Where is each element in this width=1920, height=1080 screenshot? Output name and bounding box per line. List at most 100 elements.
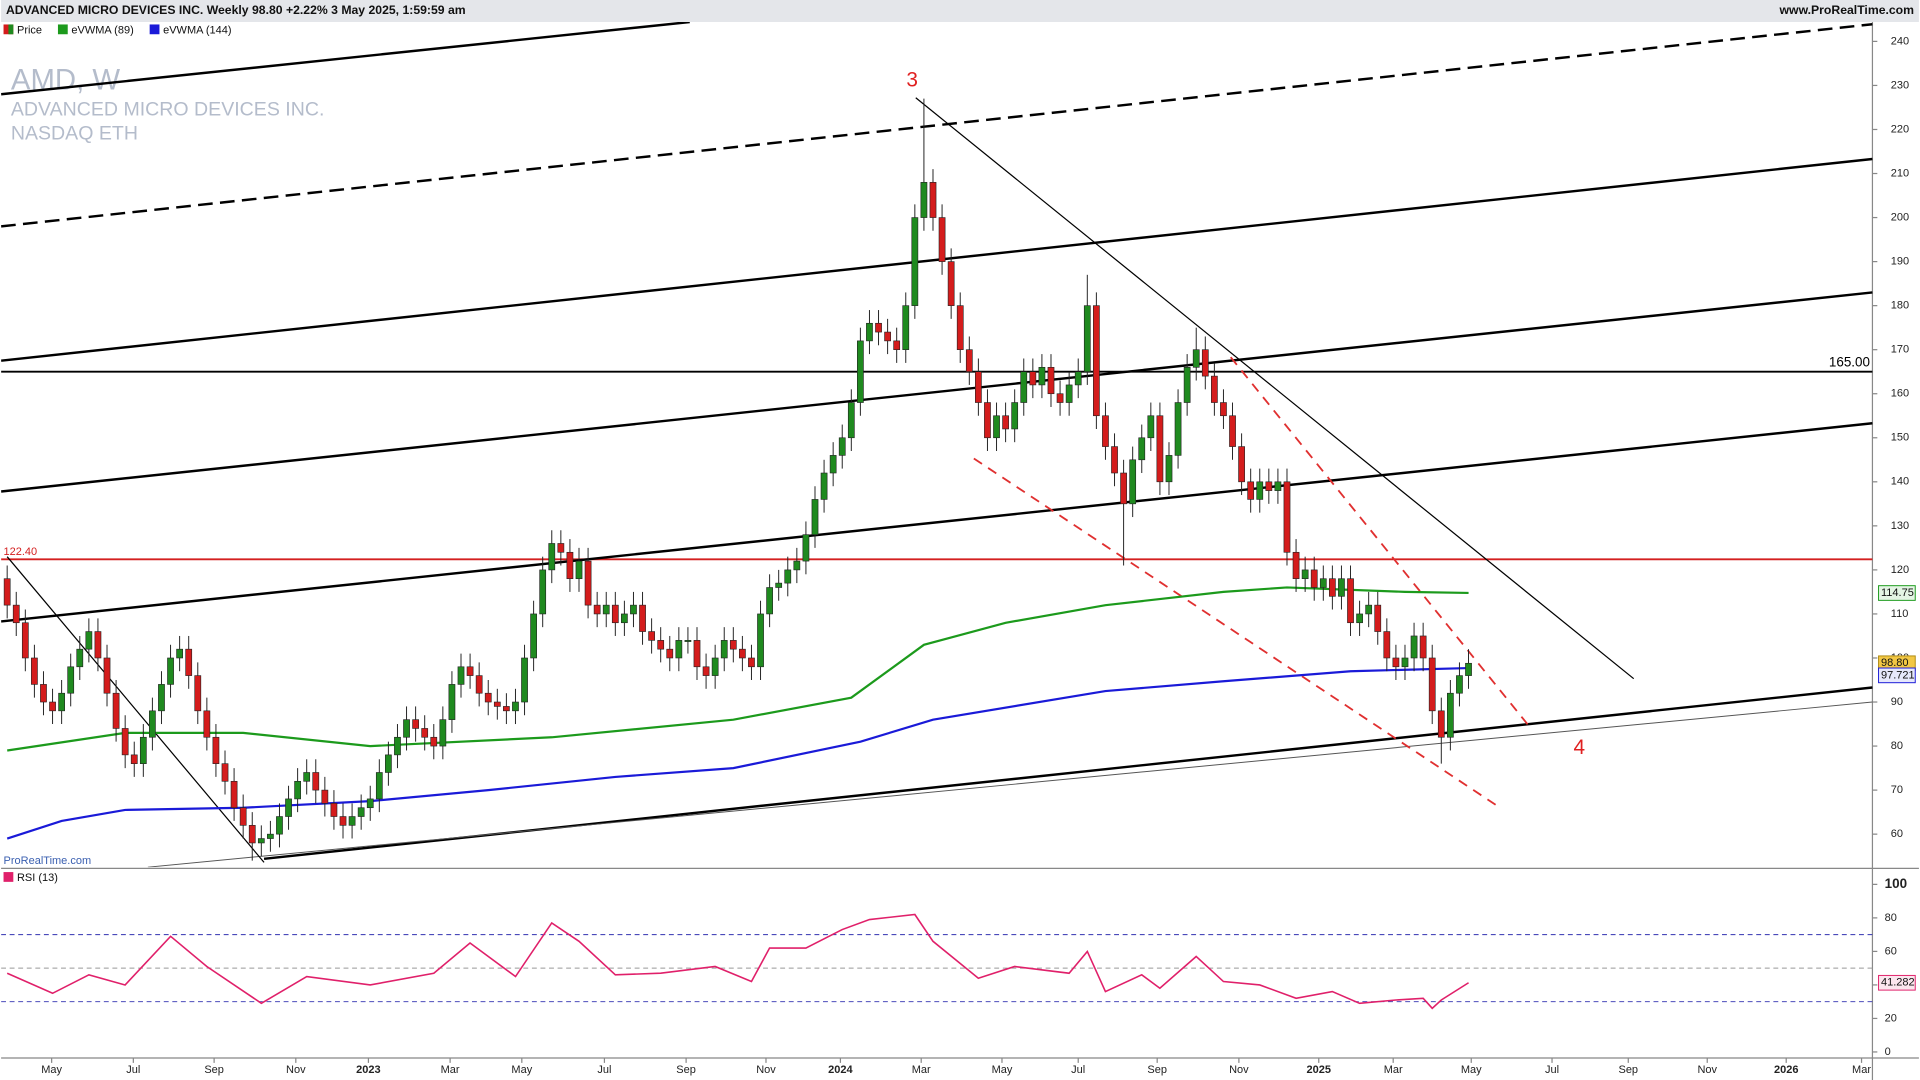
candle-body bbox=[521, 657, 528, 703]
candle-body bbox=[12, 604, 20, 624]
candle-body bbox=[139, 736, 147, 764]
value-box-label: 97.721 bbox=[1881, 669, 1915, 681]
y-tick-label: 130 bbox=[1891, 520, 1909, 532]
value-box-label: 41.282 bbox=[1881, 977, 1915, 989]
x-tick-label: Nov bbox=[1697, 1064, 1717, 1076]
candle-body bbox=[1329, 578, 1336, 597]
y-tick-label: 240 bbox=[1891, 35, 1909, 47]
y-tick-label: 60 bbox=[1885, 945, 1897, 957]
candle-body bbox=[1129, 459, 1137, 505]
y-tick-label: 20 bbox=[1885, 1012, 1897, 1024]
candle-body bbox=[1283, 481, 1291, 553]
candle-body bbox=[357, 807, 365, 817]
x-tick-label: 2026 bbox=[1774, 1064, 1798, 1076]
candle-body bbox=[1292, 551, 1300, 580]
candle-body bbox=[257, 838, 265, 844]
candle-body bbox=[1011, 402, 1019, 430]
value-box bbox=[1878, 667, 1916, 684]
candle-body bbox=[194, 675, 202, 712]
candle-body bbox=[621, 613, 628, 624]
candle-body bbox=[584, 560, 592, 606]
candle-body bbox=[566, 551, 574, 580]
candle-body bbox=[711, 657, 719, 676]
candle-body bbox=[230, 780, 238, 809]
candle-body bbox=[793, 560, 801, 571]
rsi-line bbox=[6, 913, 1469, 1010]
candle-body bbox=[484, 692, 492, 703]
header-title: ADVANCED MICRO DEVICES INC. Weekly 98.80… bbox=[6, 3, 466, 17]
candle-body bbox=[412, 719, 419, 729]
y-tick-label: 100 bbox=[1885, 876, 1907, 891]
candle-body bbox=[884, 331, 891, 342]
x-tick-label: 2025 bbox=[1307, 1064, 1331, 1076]
x-tick-label: Mar bbox=[912, 1064, 931, 1076]
candle-body bbox=[557, 543, 565, 553]
x-tick-label: Jul bbox=[1545, 1064, 1559, 1076]
candle-body bbox=[1447, 692, 1454, 738]
candle-body bbox=[975, 371, 982, 403]
candle-body bbox=[947, 261, 955, 306]
candle-body bbox=[1056, 393, 1064, 403]
legend-label: eVWMA (89) bbox=[71, 24, 133, 36]
x-tick-label: May bbox=[41, 1064, 62, 1076]
candle-body bbox=[94, 631, 102, 659]
candle-body bbox=[1338, 578, 1345, 597]
candle-body bbox=[248, 825, 256, 844]
candle-body bbox=[1038, 366, 1046, 386]
y-tick-label: 80 bbox=[1885, 912, 1897, 924]
header-bar bbox=[1, 0, 1919, 23]
watermark-company: ADVANCED MICRO DEVICES INC. bbox=[11, 98, 325, 120]
candle-body bbox=[321, 789, 329, 804]
candle-body bbox=[1211, 375, 1218, 403]
candle-body bbox=[702, 666, 710, 676]
candle-body bbox=[956, 305, 964, 350]
candle-body bbox=[1229, 415, 1236, 447]
watermark-exchange: NASDAQ ETH bbox=[11, 123, 138, 145]
candle-body bbox=[503, 706, 510, 712]
candle-body bbox=[847, 402, 855, 439]
x-tick-label: Sep bbox=[204, 1064, 224, 1076]
candle-body bbox=[693, 640, 701, 668]
candle-body bbox=[330, 803, 338, 817]
candle-body bbox=[1256, 481, 1264, 500]
legend-label: Price bbox=[17, 24, 42, 36]
candle-body bbox=[1156, 415, 1164, 483]
y-tick-label: 140 bbox=[1891, 476, 1909, 488]
candle-body bbox=[475, 675, 483, 694]
candle-body bbox=[857, 340, 864, 403]
y-tick-label: 170 bbox=[1891, 344, 1909, 356]
header-site: www.ProRealTime.com bbox=[1779, 3, 1915, 17]
candle-body bbox=[1392, 657, 1400, 668]
candle-body bbox=[421, 728, 429, 738]
candle-body bbox=[1083, 305, 1091, 373]
candle-body bbox=[3, 578, 11, 606]
x-tick-label: Nov bbox=[286, 1064, 306, 1076]
legend-label: RSI (13) bbox=[17, 872, 58, 884]
candle-body bbox=[1374, 604, 1382, 632]
candle-body bbox=[802, 534, 810, 562]
value-box bbox=[1878, 585, 1916, 601]
candle-body bbox=[203, 710, 211, 738]
legend-label: eVWMA (144) bbox=[163, 24, 231, 36]
candle-body bbox=[1147, 415, 1155, 439]
candle-body bbox=[375, 772, 383, 800]
candle-body bbox=[820, 472, 828, 500]
candle-body bbox=[611, 604, 619, 624]
candle-body bbox=[911, 217, 919, 306]
x-tick-label: Jul bbox=[1071, 1064, 1085, 1076]
y-tick-label: 190 bbox=[1891, 256, 1909, 268]
candle-body bbox=[312, 772, 320, 791]
rsi-panel bbox=[1, 913, 1873, 1010]
candle-body bbox=[648, 631, 655, 641]
candle-body bbox=[1102, 415, 1109, 447]
wave-label: 4 bbox=[1573, 736, 1585, 759]
candle-body bbox=[385, 754, 392, 773]
candle-body bbox=[239, 807, 247, 826]
y-tick-label: 160 bbox=[1891, 388, 1909, 400]
candle-body bbox=[448, 684, 456, 720]
candle-body bbox=[103, 657, 111, 694]
candle-body bbox=[1310, 569, 1318, 588]
candle-body bbox=[630, 604, 637, 615]
trendline bbox=[915, 97, 1635, 680]
